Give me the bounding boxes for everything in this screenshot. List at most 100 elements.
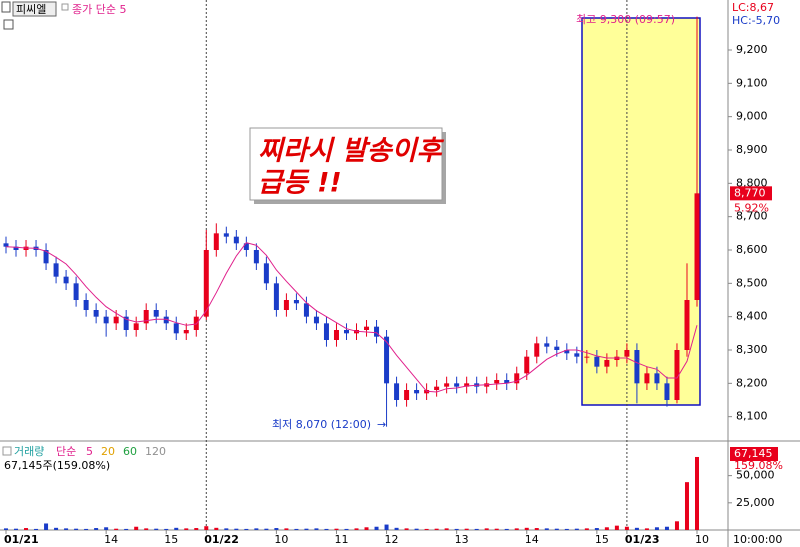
candle-body — [123, 316, 129, 330]
y-tick-label: 8,400 — [736, 310, 768, 323]
volume-ma-period: 20 — [101, 445, 115, 458]
volume-bar — [324, 528, 329, 530]
icon — [3, 19, 14, 30]
volume-bar — [464, 528, 469, 530]
candle-body — [634, 350, 640, 384]
volume-bar — [264, 528, 269, 530]
lc-label: LC:8,67 — [732, 1, 774, 14]
x-tick-label: 14 — [104, 533, 118, 546]
volume-bar — [84, 528, 89, 530]
candle-body — [113, 316, 119, 324]
candle-body — [253, 250, 259, 264]
change: 5.92% — [734, 201, 769, 214]
x-tick-label: 11 — [334, 533, 348, 546]
volume-title: 거래량 — [14, 445, 44, 458]
stock-name: 피씨엘 — [16, 3, 46, 16]
volume-bar — [674, 521, 679, 530]
volume-bar — [24, 528, 29, 530]
volume-bar — [104, 527, 109, 530]
volume-bar — [124, 528, 129, 530]
volume-bar — [234, 528, 239, 530]
volume-ma-period: 60 — [123, 445, 137, 458]
candle-body — [343, 330, 349, 334]
y-tick-label: 9,100 — [736, 76, 768, 89]
candle-body — [384, 336, 390, 384]
candle-body — [394, 383, 400, 400]
volume-bar — [414, 528, 419, 530]
highlight-box — [581, 17, 701, 406]
volume-bar — [604, 527, 609, 530]
candle-body — [684, 300, 690, 350]
volume-ma-period: 5 — [86, 445, 93, 458]
candle-body — [464, 383, 470, 387]
x-right-label: 10:00:00 — [733, 533, 782, 546]
candle-body — [364, 326, 370, 330]
candle-body — [183, 330, 189, 334]
icon — [2, 446, 12, 456]
candle-body — [173, 323, 179, 334]
x-tick-label: 10 — [695, 533, 709, 546]
volume-bar — [224, 528, 229, 530]
candle-body — [203, 250, 209, 317]
icon — [1, 1, 11, 13]
candle-body — [263, 263, 269, 284]
volume-bar — [554, 528, 559, 530]
volume-bar — [54, 527, 59, 530]
x-tick-label: 12 — [385, 533, 399, 546]
volume-ma-period: 120 — [145, 445, 166, 458]
last-price: 8,770 — [734, 186, 766, 199]
volume-bar — [544, 528, 549, 530]
volume-bar — [494, 528, 499, 530]
volume-bar — [634, 527, 639, 530]
y-tick-label: 8,200 — [736, 376, 768, 389]
volume-bar — [314, 528, 319, 530]
volume-ratio: 159.08% — [734, 459, 783, 472]
volume-bar — [204, 526, 209, 530]
candle-body — [494, 380, 500, 384]
candle-body — [53, 263, 59, 277]
volume-bar — [504, 528, 509, 530]
volume-bar — [444, 528, 449, 530]
x-tick-label: 15 — [595, 533, 609, 546]
volume-bar — [294, 528, 299, 530]
candle-body — [604, 360, 610, 367]
volume-bar — [244, 528, 249, 530]
volume-bar — [574, 528, 579, 530]
volume-bar — [74, 528, 79, 530]
y-tick-label: 8,800 — [736, 176, 768, 189]
volume-bar — [114, 528, 119, 530]
volume-bar — [164, 528, 169, 530]
volume-bar — [364, 527, 369, 530]
y-tick-label: 9,000 — [736, 110, 768, 123]
arrow: → — [377, 418, 386, 431]
y-tick-label: 8,600 — [736, 243, 768, 256]
x-tick-label: 01/21 — [4, 533, 39, 546]
candle-body — [303, 303, 309, 317]
candle-body — [624, 350, 630, 357]
volume-bar — [384, 524, 389, 530]
y-tick-label: 50,000 — [736, 469, 775, 482]
volume-bar — [44, 523, 49, 530]
y-tick-label: 8,700 — [736, 210, 768, 223]
volume-bar — [624, 526, 629, 530]
annotation-line: 급등 !! — [258, 168, 342, 199]
candle-body — [133, 323, 139, 330]
volume-bar — [354, 528, 359, 530]
plot — [3, 0, 700, 530]
volume-summary: 67,145주(159.08%) — [4, 459, 110, 472]
volume-bar — [644, 528, 649, 530]
volume-bar — [514, 528, 519, 530]
candle-body — [504, 380, 510, 384]
ma-legend: 종가 단순 5 — [72, 3, 126, 16]
volume-bar — [194, 528, 199, 530]
volume-bar — [534, 528, 539, 530]
last-volume: 67,145 — [734, 447, 773, 460]
candle-body — [333, 330, 339, 340]
volume-bar — [274, 528, 279, 530]
y-tick-label: 25,000 — [736, 496, 775, 509]
candle-body — [63, 276, 69, 284]
candle-body — [153, 310, 159, 317]
volume-bar — [134, 526, 139, 530]
candle-body — [213, 233, 219, 250]
